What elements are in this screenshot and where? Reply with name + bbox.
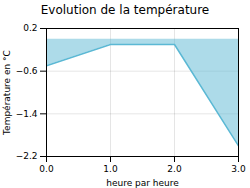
svg-text:0.0: 0.0 (39, 164, 54, 174)
svg-text:3.0: 3.0 (231, 164, 246, 174)
svg-text:heure par heure: heure par heure (106, 178, 179, 188)
svg-text:2.0: 2.0 (167, 164, 182, 174)
svg-text:Température en °C: Température en °C (2, 50, 12, 136)
svg-text:1.0: 1.0 (103, 164, 118, 174)
svg-text:−0.6: −0.6 (16, 66, 38, 76)
svg-text:0.2: 0.2 (23, 23, 37, 33)
svg-text:−1.4: −1.4 (16, 109, 38, 119)
svg-text:−2.2: −2.2 (16, 151, 38, 161)
html-text:Evolution de la température: Evolution de la température (40, 3, 210, 17)
